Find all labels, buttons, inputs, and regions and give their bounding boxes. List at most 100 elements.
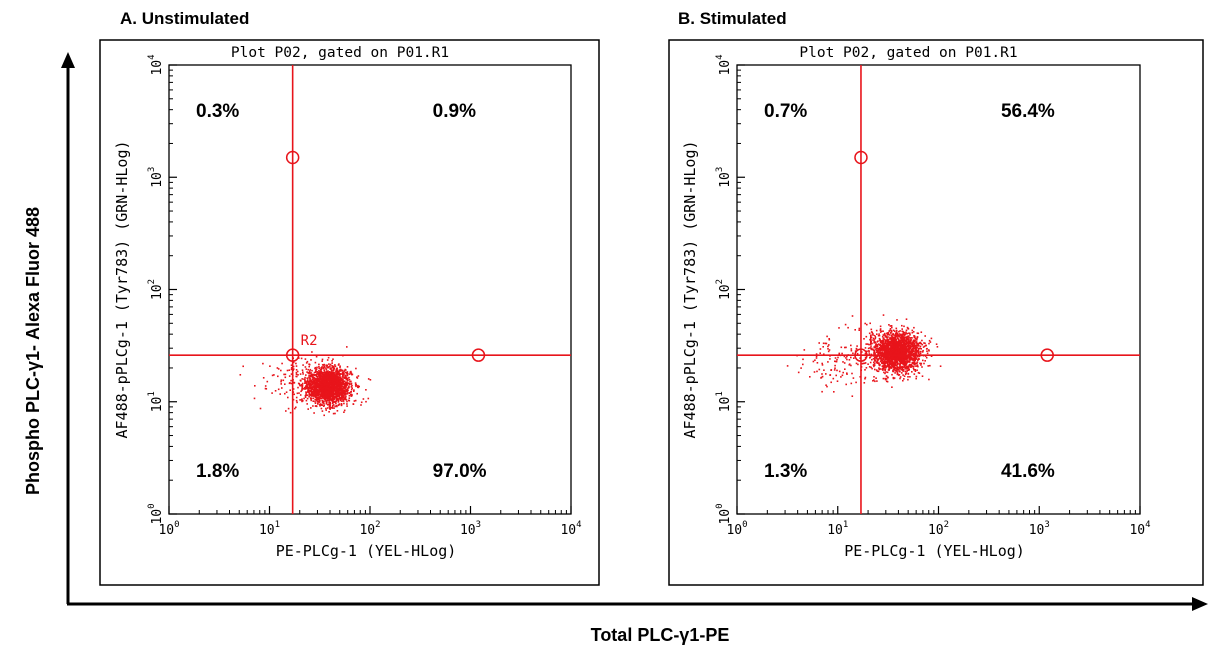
data-point: [329, 377, 332, 379]
data-point: [346, 372, 348, 375]
data-point: [895, 345, 898, 348]
data-point: [890, 349, 893, 352]
data-point: [916, 344, 918, 346]
data-point: [334, 405, 336, 408]
gate-handle[interactable]: [285, 150, 300, 165]
gate-handle[interactable]: [854, 348, 868, 362]
data-point: [344, 398, 347, 401]
data-point: [325, 373, 327, 375]
data-point: [345, 378, 348, 380]
data-point: [320, 407, 323, 410]
data-point: [895, 340, 898, 343]
data-point: [834, 367, 836, 369]
data-point: [870, 341, 872, 343]
data-point: [899, 334, 902, 336]
data-point: [906, 370, 908, 372]
data-point: [304, 376, 306, 379]
data-point: [884, 372, 886, 375]
data-point: [897, 352, 900, 354]
data-point: [913, 358, 915, 360]
data-point: [310, 372, 313, 374]
gate-handle[interactable]: [854, 150, 868, 165]
data-point: [338, 369, 341, 371]
data-point: [907, 345, 909, 347]
data-point: [888, 338, 891, 340]
data-point: [917, 342, 919, 345]
data-point: [826, 335, 828, 338]
data-point: [911, 329, 914, 332]
data-point: [888, 365, 891, 368]
scatter-points: [239, 346, 372, 417]
data-point: [815, 353, 818, 355]
data-point: [928, 350, 930, 352]
data-point: [330, 371, 333, 373]
data-point: [920, 350, 922, 353]
data-point: [896, 336, 899, 338]
data-point: [905, 342, 908, 345]
data-point: [338, 374, 341, 377]
y-axis-label: AF488-pPLCg-1 (Tyr783) (GRN-HLog): [681, 140, 699, 438]
data-point: [915, 365, 918, 367]
data-point: [903, 368, 905, 371]
gate-handle[interactable]: [1040, 348, 1054, 362]
data-point: [347, 389, 349, 391]
data-point: [314, 399, 316, 401]
data-point: [330, 406, 333, 409]
gate-handle[interactable]: [285, 348, 300, 362]
data-point: [878, 347, 881, 350]
data-point: [347, 382, 350, 384]
data-point: [345, 369, 347, 371]
data-point: [875, 369, 878, 371]
data-point: [907, 372, 910, 375]
data-point: [333, 381, 336, 384]
data-point: [913, 346, 915, 348]
data-point: [890, 347, 893, 350]
data-point: [914, 355, 916, 357]
data-point: [346, 403, 348, 405]
data-point: [311, 369, 313, 372]
data-point: [345, 386, 347, 388]
data-point: [905, 348, 908, 351]
data-point: [335, 394, 337, 397]
data-point: [833, 369, 836, 371]
data-point: [821, 390, 823, 393]
data-point: [337, 395, 340, 398]
data-point: [328, 401, 330, 404]
data-point: [885, 371, 887, 373]
data-point: [868, 366, 871, 368]
data-point: [906, 365, 909, 368]
data-point: [883, 355, 886, 358]
data-point: [324, 377, 326, 379]
data-point: [285, 391, 288, 393]
data-point: [909, 347, 911, 349]
data-point: [857, 363, 859, 366]
data-point: [329, 406, 331, 408]
data-point: [908, 351, 911, 354]
data-point: [892, 377, 895, 380]
gate-handle[interactable]: [471, 348, 486, 362]
data-point: [311, 391, 313, 394]
data-point: [886, 360, 889, 362]
data-point: [311, 395, 313, 397]
data-point: [313, 412, 315, 414]
data-point: [305, 374, 307, 376]
data-point: [878, 368, 881, 371]
data-point: [316, 394, 318, 396]
data-point: [292, 398, 295, 401]
data-point: [311, 378, 314, 381]
data-point: [880, 357, 882, 359]
data-point: [314, 366, 317, 369]
data-point: [877, 358, 879, 361]
data-point: [299, 399, 301, 401]
data-point: [874, 352, 876, 355]
plot-frame: [668, 39, 1204, 586]
data-point: [909, 334, 911, 336]
data-point: [883, 342, 885, 345]
data-point: [326, 392, 329, 395]
data-point: [877, 352, 879, 355]
data-point: [305, 362, 308, 364]
data-point: [323, 365, 326, 368]
data-point: [904, 345, 907, 347]
data-point: [316, 379, 318, 382]
data-point: [317, 372, 319, 374]
